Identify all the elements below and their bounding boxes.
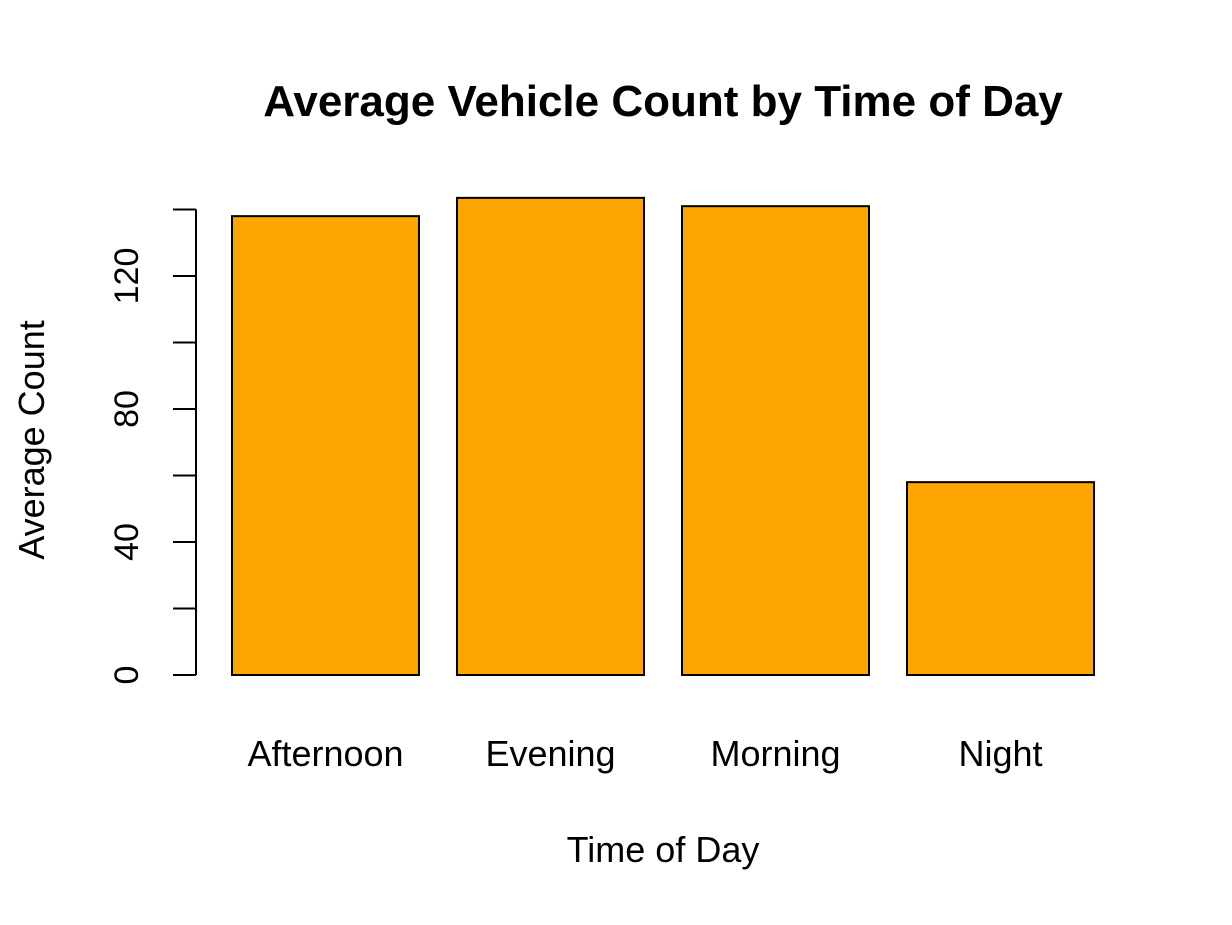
y-tick-label: 0 bbox=[108, 666, 146, 685]
x-axis-title: Time of Day bbox=[567, 829, 760, 870]
bar-afternoon bbox=[231, 215, 420, 676]
x-axis-labels: Afternoon Evening Morning Night bbox=[247, 733, 1042, 774]
x-tick-label-afternoon: Afternoon bbox=[247, 733, 403, 774]
y-tick-label: 120 bbox=[108, 248, 146, 305]
y-tick-label: 40 bbox=[108, 523, 146, 561]
bar-morning bbox=[681, 205, 870, 677]
bars-group bbox=[231, 196, 1095, 677]
bar-night bbox=[906, 481, 1095, 676]
y-axis: 0 40 80 120 bbox=[108, 208, 197, 685]
x-tick-label-evening: Evening bbox=[485, 733, 615, 774]
chart-title: Average Vehicle Count by Time of Day bbox=[263, 77, 1063, 126]
y-tick-label: 80 bbox=[108, 390, 146, 428]
bar-evening bbox=[456, 196, 645, 677]
x-tick-label-morning: Morning bbox=[710, 733, 840, 774]
x-tick-label-night: Night bbox=[958, 733, 1042, 774]
y-axis-title: Average Count bbox=[11, 320, 52, 560]
